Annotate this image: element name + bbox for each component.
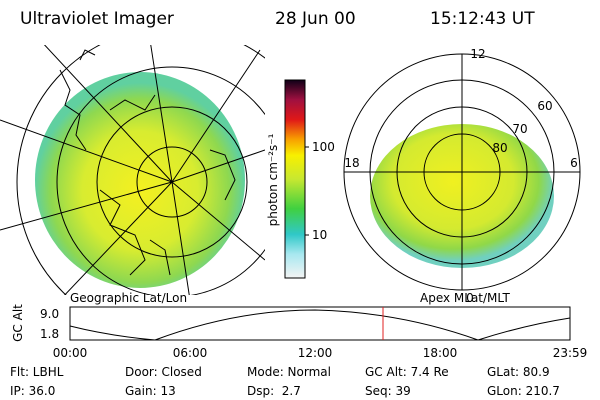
timeline-x-label: 00:00 — [53, 346, 88, 360]
info-field: GLon: 210.7 — [487, 384, 560, 398]
info-field: Dsp: 2.7 — [247, 384, 301, 398]
timeline-x-label: 23:59 — [553, 346, 588, 360]
colorbar-unit: photon cm⁻²s⁻¹ — [266, 133, 280, 226]
polar-image — [343, 53, 581, 291]
info-block: Flt: LBHL Door: Closed Mode: Normal GC Alt:… — [10, 365, 560, 398]
mlt-label: 6 — [570, 156, 578, 170]
colorbar-label: 100 — [312, 140, 335, 154]
info-field: GLat: 80.9 — [487, 365, 550, 379]
date: 28 Jun 00 — [275, 9, 356, 29]
title: Ultraviolet Imager — [20, 9, 174, 29]
left-caption: Geographic Lat/Lon — [70, 291, 187, 305]
info-field: Seq: 39 — [365, 384, 411, 398]
timeline-y-label: 1.8 — [40, 327, 59, 341]
geographic-image — [0, 45, 265, 295]
lat-label: 70 — [512, 122, 527, 136]
info-field: Mode: Normal — [247, 365, 331, 379]
colorbar — [284, 79, 306, 279]
lat-label: 80 — [492, 141, 507, 155]
info-field: Gain: 13 — [125, 384, 176, 398]
timeline-x-label: 12:00 — [298, 346, 333, 360]
timeline-y-label: 9.0 — [40, 307, 59, 321]
info-field: IP: 36.0 — [10, 384, 55, 398]
right-caption: Apex MLat/MLT — [420, 291, 510, 305]
info-field: Door: Closed — [125, 365, 202, 379]
timeline-x-label: 06:00 — [173, 346, 208, 360]
timeline-box — [69, 306, 571, 341]
timeline-axis-label: GC Alt — [11, 304, 25, 342]
mlt-label: 12 — [470, 47, 485, 61]
lat-label: 60 — [537, 99, 552, 113]
info-field: GC Alt: 7.4 Re — [365, 365, 449, 379]
gc-alt-curve — [69, 309, 571, 341]
time: 15:12:43 UT — [430, 9, 535, 29]
info-field: Flt: LBHL — [10, 365, 64, 379]
mlt-label: 0 — [466, 291, 474, 305]
colorbar-label: 10 — [312, 228, 327, 242]
mlt-label: 18 — [344, 156, 359, 170]
timeline-x-label: 18:00 — [423, 346, 458, 360]
